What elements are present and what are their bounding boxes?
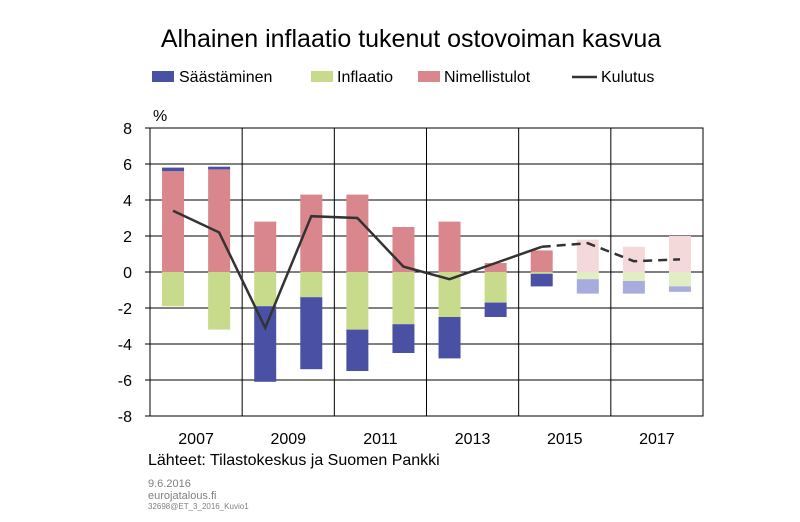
kulutus-line-forecast bbox=[541, 241, 681, 263]
bar-saastaminen bbox=[530, 273, 553, 287]
bar-nimellistulot bbox=[346, 194, 369, 272]
bar-saastaminen bbox=[438, 317, 461, 359]
y-axis-unit: % bbox=[153, 108, 167, 125]
legend-label-saastaminen: Säästäminen bbox=[179, 69, 272, 86]
bar-inflaatio bbox=[392, 272, 415, 325]
legend-swatch-inflaatio bbox=[311, 71, 333, 82]
bar-saastaminen bbox=[300, 297, 323, 370]
source-note: Lähteet: Tilastokeskus ja Suomen Pankki bbox=[148, 452, 440, 469]
y-tick-label: 2 bbox=[123, 229, 132, 246]
y-tick-label: -4 bbox=[118, 337, 132, 354]
bar-inflaatio bbox=[300, 272, 323, 298]
bar-nimellistulot bbox=[254, 221, 277, 272]
bar-inflaatio bbox=[622, 272, 645, 281]
footer-code: 32698@ET_3_2016_Kuvio1 bbox=[148, 502, 249, 511]
y-tick-label: -8 bbox=[118, 409, 132, 426]
y-tick-label: 8 bbox=[123, 121, 132, 138]
y-tick-label: -6 bbox=[118, 373, 132, 390]
bar-nimellistulot bbox=[484, 263, 507, 272]
bar-inflaatio bbox=[438, 272, 461, 317]
bar-nimellistulot bbox=[668, 236, 691, 272]
bar-nimellistulot bbox=[162, 171, 185, 272]
chart-title: Alhainen inflaatio tukenut ostovoiman ka… bbox=[161, 25, 661, 53]
y-tick-label: -2 bbox=[118, 301, 132, 318]
plot-frame bbox=[149, 127, 704, 417]
bar-inflaatio bbox=[576, 272, 599, 280]
bar-nimellistulot bbox=[530, 250, 553, 272]
legend-label-inflaatio: Inflaatio bbox=[337, 69, 393, 86]
kulutus-line-actual bbox=[172, 209, 543, 331]
bar-saastaminen bbox=[392, 324, 415, 353]
bar-saastaminen bbox=[208, 166, 231, 170]
axes: -8 -6 -4 -2 0 2 4 6 8 2007 2009 2011 2013 2015 2017 bbox=[118, 121, 704, 448]
footer-date: 9.6.2016 bbox=[148, 478, 191, 490]
bar-saastaminen bbox=[162, 167, 185, 172]
legend-label-kulutus: Kulutus bbox=[601, 69, 654, 86]
bar-nimellistulot bbox=[300, 194, 323, 272]
bar-inflaatio bbox=[162, 272, 185, 307]
x-tick-label: 2015 bbox=[547, 431, 583, 448]
x-tick-label: 2011 bbox=[363, 431, 398, 448]
bars bbox=[162, 166, 691, 382]
bar-saastaminen bbox=[576, 279, 599, 294]
x-tick-label: 2013 bbox=[455, 431, 491, 448]
bar-inflaatio bbox=[668, 272, 691, 287]
x-tick-label: 2007 bbox=[178, 431, 214, 448]
legend-label-nimellistulot: Nimellistulot bbox=[444, 69, 531, 86]
kulutus-line bbox=[172, 209, 681, 331]
legend-swatch-saastaminen bbox=[152, 71, 174, 82]
bar-inflaatio bbox=[484, 272, 507, 303]
x-tick-label: 2017 bbox=[639, 431, 675, 448]
bar-nimellistulot bbox=[208, 169, 231, 272]
bar-nimellistulot bbox=[576, 239, 599, 272]
x-tick-label: 2009 bbox=[270, 431, 306, 448]
bar-inflaatio bbox=[346, 272, 369, 330]
y-tick-label: 4 bbox=[123, 193, 132, 210]
y-tick-label: 6 bbox=[123, 157, 132, 174]
bar-saastaminen bbox=[668, 286, 691, 292]
bar-saastaminen bbox=[254, 306, 277, 382]
bar-inflaatio bbox=[254, 272, 277, 307]
bar-nimellistulot bbox=[438, 221, 461, 272]
bar-inflaatio bbox=[208, 272, 231, 330]
bar-nimellistulot bbox=[622, 246, 645, 272]
legend: Säästäminen Inflaatio Nimellistulot Kulu… bbox=[152, 69, 654, 86]
bar-saastaminen bbox=[346, 329, 369, 371]
y-tick-label: 0 bbox=[123, 265, 132, 282]
bar-saastaminen bbox=[484, 302, 507, 317]
footer-site: eurojatalous.fi bbox=[148, 490, 217, 502]
legend-swatch-nimellistulot bbox=[418, 71, 440, 82]
bar-saastaminen bbox=[622, 281, 645, 294]
bar-inflaatio bbox=[530, 272, 553, 274]
